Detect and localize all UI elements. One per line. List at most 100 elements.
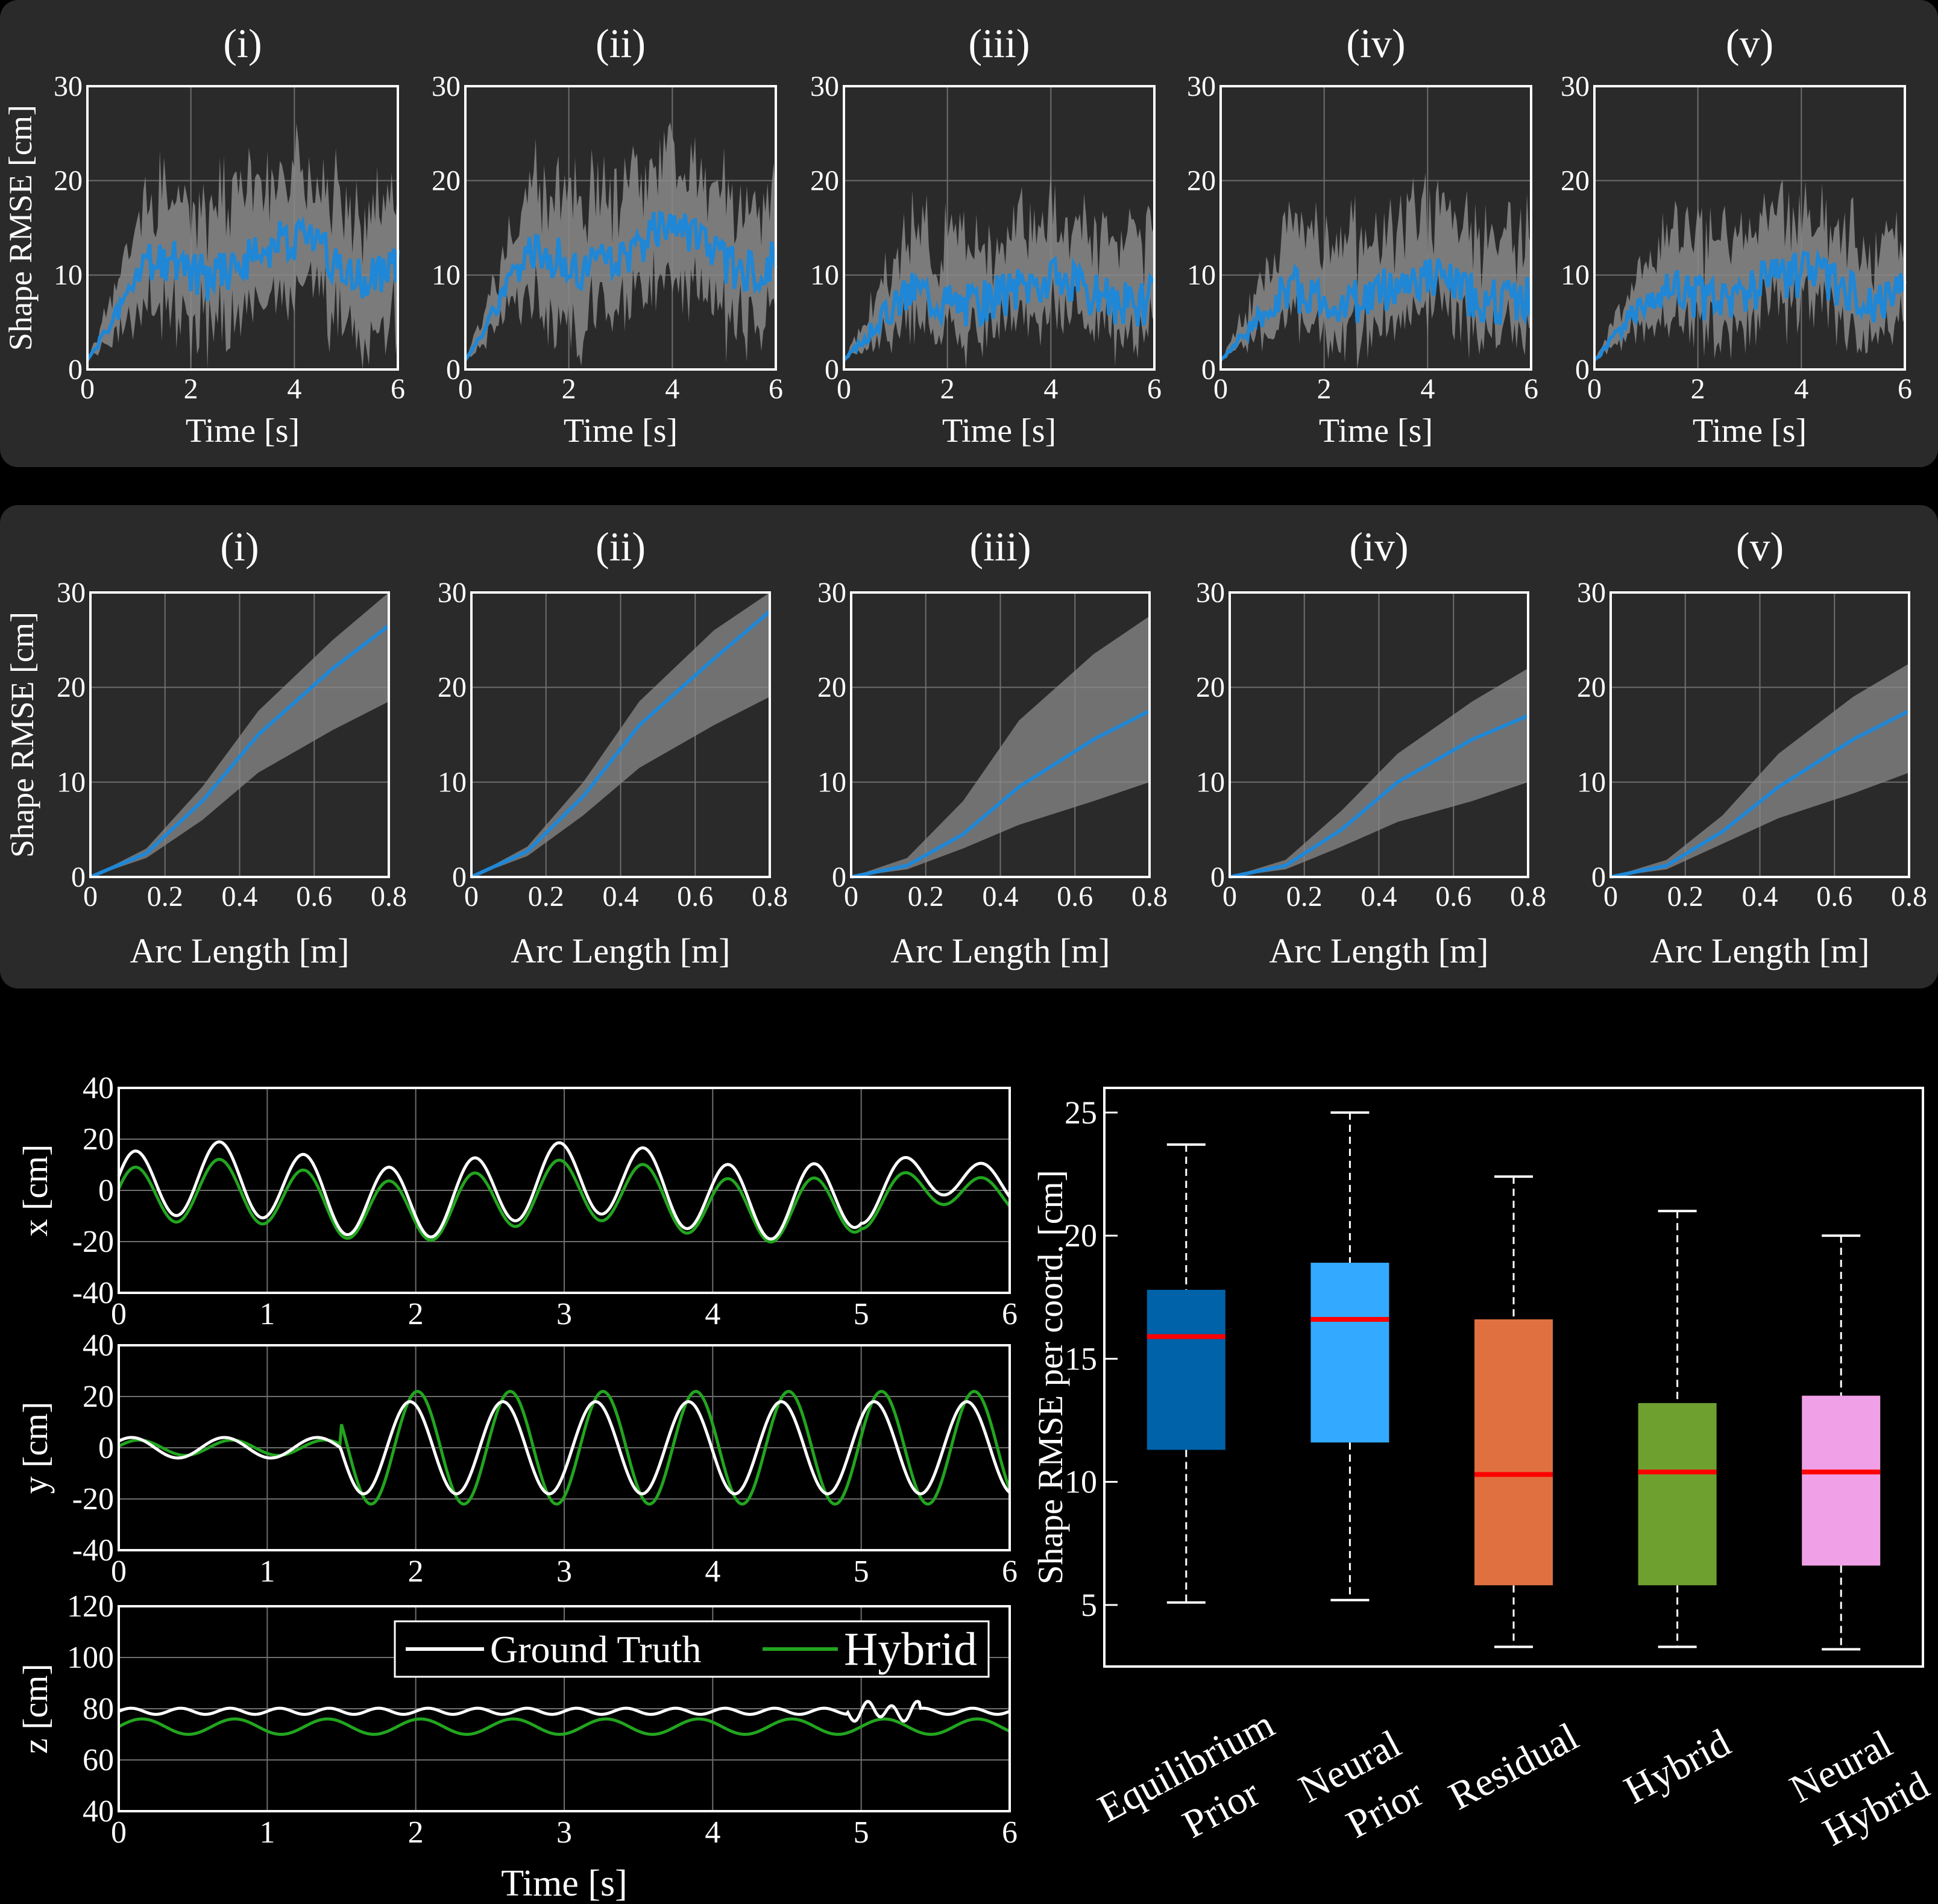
axes-frame <box>1593 85 1906 371</box>
x-axis-label: Time [s] <box>564 412 678 450</box>
x-tick-label: 5 <box>854 1554 869 1589</box>
x-axis-label: Arc Length [m] <box>130 931 350 970</box>
y-tick-label: 20 <box>1196 671 1225 703</box>
mean-line <box>89 624 390 879</box>
y-tick-label: 10 <box>54 259 83 291</box>
y-tick-label: 0 <box>98 1174 114 1208</box>
x-axis-label: Arc Length [m] <box>1269 931 1489 970</box>
x-tick-label: 0.8 <box>371 881 407 913</box>
legend-label-ground-truth: Ground Truth <box>490 1628 701 1671</box>
error-band <box>844 172 1154 369</box>
axes-frame <box>850 591 1151 878</box>
y-tick-label: 10 <box>810 259 839 291</box>
y-tick-label: 10 <box>1577 767 1606 799</box>
y-tick-label: 15 <box>1065 1340 1097 1377</box>
y-tick-label: 30 <box>1561 71 1590 102</box>
y-tick-label: 80 <box>83 1692 114 1726</box>
ground-truth-line <box>117 1140 1011 1241</box>
mean-line <box>1593 249 1907 362</box>
y-tick-label: 10 <box>817 767 846 799</box>
x-tick-label: 6 <box>1524 373 1538 405</box>
x-tick-label: 0.4 <box>1361 881 1397 913</box>
y-tick-label: 20 <box>1561 165 1590 197</box>
y-tick-label: 30 <box>1577 577 1606 609</box>
x-axis-label: Arc Length [m] <box>1650 931 1870 970</box>
y-tick-label: 30 <box>432 71 461 102</box>
y-tick-label: 20 <box>83 1380 114 1414</box>
mean-line <box>851 709 1151 879</box>
mean-line <box>464 210 778 361</box>
x-tick-label: 0.6 <box>677 881 713 913</box>
x-axis-label: Time [s] <box>186 412 300 450</box>
y-tick-label: 20 <box>817 671 846 703</box>
x-tick-label: 0 <box>458 373 473 405</box>
y-tick-label: 10 <box>432 259 461 291</box>
y-axis-label: Shape RMSE per coord. [cm] <box>1031 1170 1070 1585</box>
subplot-label: (ii) <box>596 524 646 570</box>
y-tick-label: 0 <box>1575 354 1590 386</box>
x-tick-label: 6 <box>1898 373 1912 405</box>
y-tick-label: 60 <box>83 1743 114 1777</box>
x-tick-label: 2 <box>940 373 955 405</box>
y-tick-label: 100 <box>67 1641 114 1675</box>
subplot-label: (i) <box>220 524 259 570</box>
arc-rmse-group: 0 0.2 0.4 0.6 0.8 0 10 20 30 Arc Length [m] (i) 0 0.… <box>4 524 1927 970</box>
x-tick-label: 0 <box>83 881 98 913</box>
x-tick-label: 0.8 <box>1131 881 1168 913</box>
y-tick-label: 20 <box>1187 165 1216 197</box>
y-tick-label: -20 <box>72 1482 114 1516</box>
x-tick-label: 0 <box>464 881 479 913</box>
box <box>1310 1263 1389 1443</box>
x-tick-label: 0.2 <box>908 881 944 913</box>
x-tick-label: 2 <box>408 1815 424 1850</box>
y-tick-label: 30 <box>57 577 86 609</box>
y-tick-label: 30 <box>810 71 839 102</box>
error-band <box>1611 664 1909 877</box>
x-axis-label: Time [s] <box>501 1863 628 1904</box>
axes-frame <box>1609 591 1910 878</box>
subplot-label: (iv) <box>1349 524 1408 570</box>
y-tick-label: 20 <box>810 165 839 197</box>
box <box>1802 1395 1881 1566</box>
x-tick-label: 4 <box>287 373 301 405</box>
y-tick-label: 40 <box>83 1794 114 1829</box>
x-tick-label: 0 <box>111 1815 127 1850</box>
y-tick-label: 20 <box>438 671 467 703</box>
y-tick-label: 30 <box>817 577 846 609</box>
y-tick-label: 10 <box>57 767 86 799</box>
x-tick-label: 0 <box>1603 881 1618 913</box>
x-tick-label: 0.2 <box>528 881 564 913</box>
x-tick-label: 0 <box>80 373 95 405</box>
x-tick-label: 4 <box>1043 373 1058 405</box>
subplot-label: (iii) <box>969 20 1030 66</box>
error-band <box>471 592 770 877</box>
y-tick-label: 20 <box>57 671 86 703</box>
y-tick-label: 30 <box>1187 71 1216 102</box>
x-tick-label: 6 <box>769 373 783 405</box>
y-tick-label: 20 <box>54 165 83 197</box>
y-tick-label: 20 <box>83 1122 114 1157</box>
y-tick-label: 10 <box>1196 767 1225 799</box>
box <box>1474 1319 1553 1586</box>
error-band <box>1221 172 1531 369</box>
x-tick-label: 0 <box>1587 373 1602 405</box>
x-tick-label: 1 <box>259 1815 275 1850</box>
x-tick-label: 0.8 <box>752 881 788 913</box>
x-tick-label: 6 <box>1002 1297 1018 1331</box>
legend-label-hybrid: Hybrid <box>844 1623 977 1675</box>
axes-frame <box>464 85 777 371</box>
ground-truth-line <box>118 1700 1010 1723</box>
subplot-label: (v) <box>1736 524 1784 570</box>
axes-frame <box>86 85 399 371</box>
axes-frame <box>1103 1087 1924 1668</box>
error-band <box>851 616 1150 877</box>
x-axis-label: Time [s] <box>1319 412 1433 450</box>
axes-frame <box>470 591 771 878</box>
x-tick-label: 4 <box>1794 373 1808 405</box>
x-tick-label: 0.2 <box>1286 881 1323 913</box>
hybrid-line <box>118 1717 1010 1736</box>
y-axis-label: y [cm] <box>16 1402 55 1494</box>
